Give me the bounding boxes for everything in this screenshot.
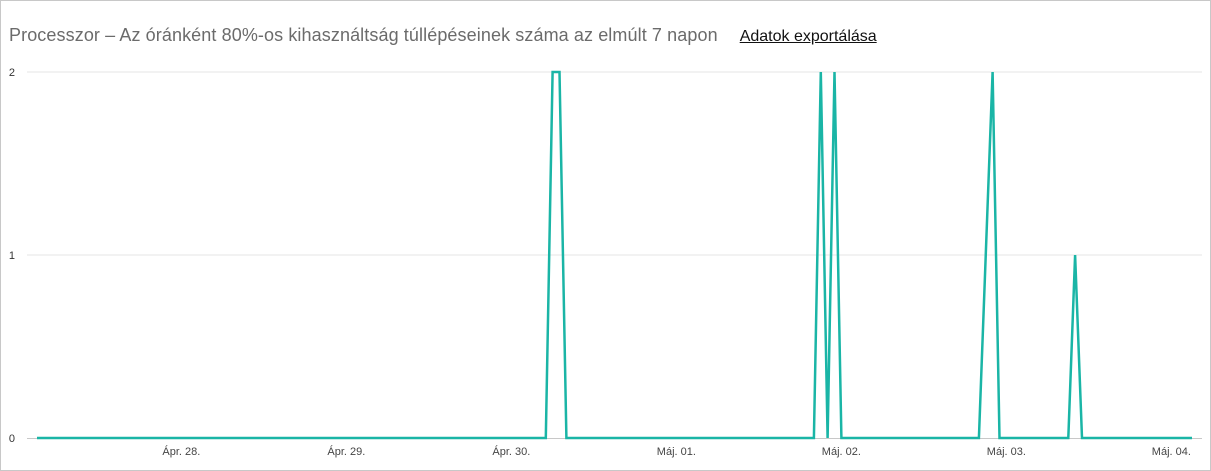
x-tick-label: Ápr. 29. [327, 445, 365, 458]
export-data-link[interactable]: Adatok exportálása [739, 28, 877, 45]
x-tick-label: Máj. 01. [657, 446, 696, 458]
chart-title: Processzor – Az óránként 80%-os kihaszná… [9, 25, 718, 45]
y-tick-label: 0 [9, 433, 15, 445]
chart-header: Processzor – Az óránként 80%-os kihaszná… [9, 25, 877, 46]
x-tick-label: Máj. 04. [1152, 446, 1191, 458]
x-tick-label: Ápr. 30. [492, 445, 530, 458]
y-tick-label: 1 [9, 250, 15, 262]
x-tick-label: Máj. 03. [987, 446, 1026, 458]
x-tick-label: Ápr. 28. [162, 445, 200, 458]
x-tick-label: Máj. 02. [822, 446, 861, 458]
y-tick-label: 2 [9, 67, 15, 79]
